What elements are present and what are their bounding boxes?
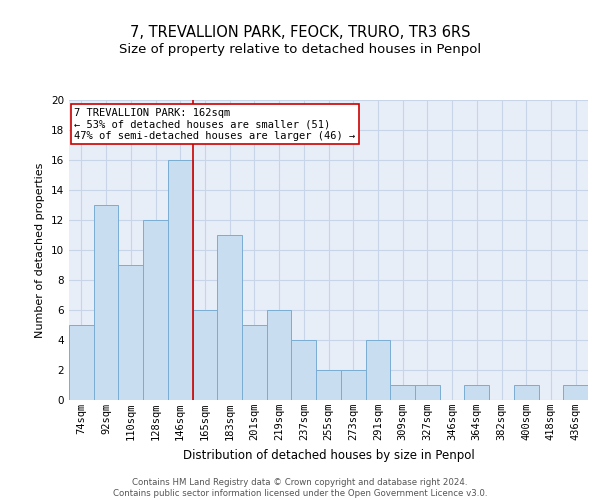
- Bar: [390, 385, 415, 400]
- Bar: [464, 385, 489, 400]
- X-axis label: Distribution of detached houses by size in Penpol: Distribution of detached houses by size …: [182, 448, 475, 462]
- Text: 7, TREVALLION PARK, FEOCK, TRURO, TR3 6RS: 7, TREVALLION PARK, FEOCK, TRURO, TR3 6R…: [130, 25, 470, 40]
- Bar: [267, 310, 292, 400]
- Bar: [514, 385, 539, 400]
- Y-axis label: Number of detached properties: Number of detached properties: [35, 162, 46, 338]
- Bar: [118, 265, 143, 400]
- Text: Contains HM Land Registry data © Crown copyright and database right 2024.
Contai: Contains HM Land Registry data © Crown c…: [113, 478, 487, 498]
- Bar: [69, 325, 94, 400]
- Bar: [217, 235, 242, 400]
- Text: Size of property relative to detached houses in Penpol: Size of property relative to detached ho…: [119, 44, 481, 57]
- Bar: [94, 205, 118, 400]
- Bar: [193, 310, 217, 400]
- Bar: [365, 340, 390, 400]
- Bar: [143, 220, 168, 400]
- Bar: [168, 160, 193, 400]
- Text: 7 TREVALLION PARK: 162sqm
← 53% of detached houses are smaller (51)
47% of semi-: 7 TREVALLION PARK: 162sqm ← 53% of detac…: [74, 108, 355, 140]
- Bar: [242, 325, 267, 400]
- Bar: [292, 340, 316, 400]
- Bar: [316, 370, 341, 400]
- Bar: [341, 370, 365, 400]
- Bar: [563, 385, 588, 400]
- Bar: [415, 385, 440, 400]
